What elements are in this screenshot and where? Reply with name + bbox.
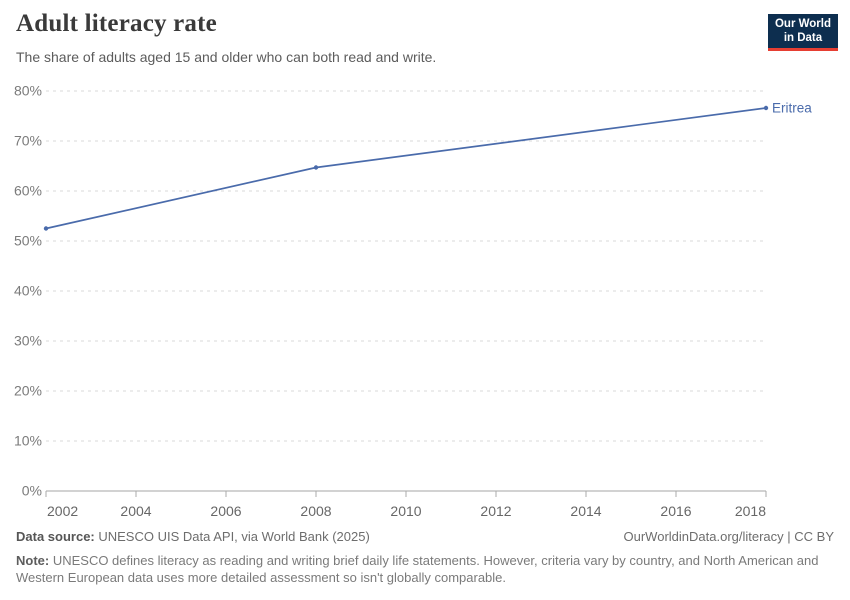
y-axis-label: 30% <box>14 333 42 349</box>
y-axis-label: 40% <box>14 283 42 299</box>
x-axis-label: 2008 <box>300 503 331 519</box>
y-axis-label: 70% <box>14 133 42 149</box>
owid-logo-line1: Our World <box>774 18 831 30</box>
note-value: UNESCO defines literacy as reading and w… <box>16 553 819 585</box>
x-axis-label: 2006 <box>210 503 241 519</box>
x-axis-label: 2012 <box>480 503 511 519</box>
y-axis-label: 80% <box>14 83 42 99</box>
chart-note: Note: UNESCO defines literacy as reading… <box>16 552 828 586</box>
data-source-text: Data source: UNESCO UIS Data API, via Wo… <box>16 529 370 544</box>
x-axis-label: 2018 <box>735 503 766 519</box>
data-point-marker <box>43 226 49 231</box>
data-point-marker <box>313 165 319 170</box>
owid-link-text: OurWorldinData.org/literacy | CC BY <box>623 529 834 544</box>
data-source-value: UNESCO UIS Data API, via World Bank (202… <box>94 529 370 544</box>
chart-title: Adult literacy rate <box>16 10 217 37</box>
y-axis-label: 60% <box>14 183 42 199</box>
chart-subtitle: The share of adults aged 15 and older wh… <box>16 49 437 65</box>
owid-logo-line2: in Data <box>783 31 823 44</box>
y-axis-label: 20% <box>14 383 42 399</box>
owid-logo: Our World in Data <box>767 14 838 51</box>
x-axis-label: 2016 <box>660 503 691 519</box>
data-source-label: Data source: <box>16 529 95 544</box>
note-label: Note: <box>16 553 50 568</box>
y-axis-label: 50% <box>14 233 42 249</box>
data-point-marker <box>763 105 769 111</box>
x-axis-label: 2010 <box>390 503 421 519</box>
y-axis-label: 0% <box>22 483 42 499</box>
x-axis-label: 2014 <box>570 503 601 519</box>
x-axis-label: 2004 <box>120 503 151 519</box>
entity-label: Eritrea <box>772 101 812 116</box>
x-axis-label: 2002 <box>47 503 78 519</box>
trend-line <box>45 107 767 230</box>
literacy-line-chart: 0% 10% 20% 30% 40% 50% 60% 70% 80% 2002 2004 2006 20… <box>14 83 812 520</box>
y-axis-label: 10% <box>14 433 42 449</box>
